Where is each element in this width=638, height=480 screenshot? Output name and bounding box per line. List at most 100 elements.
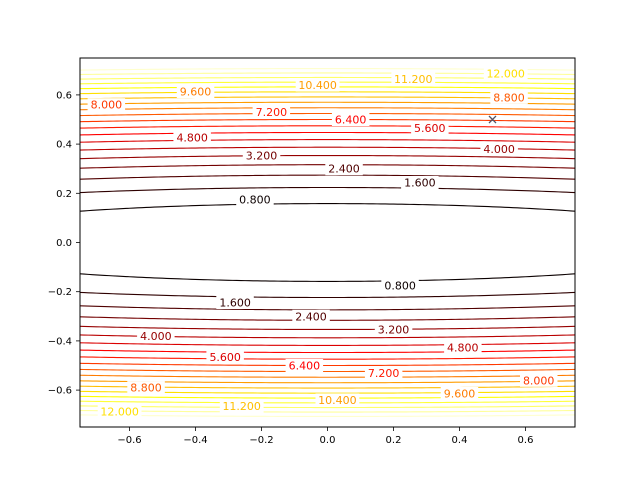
contour-label-background: [285, 359, 324, 372]
contour-label: 6.400: [289, 360, 321, 373]
contour-label-background: [381, 279, 419, 293]
x-tick-label: 0.2: [386, 435, 402, 446]
contour-label-background: [483, 66, 528, 80]
contour-label-background: [374, 322, 413, 336]
contour-labels: 0.800 0.800 1.600 1.600 2.400 2.400 3.200 3.200…: [87, 66, 558, 419]
contour-label-background: [490, 90, 528, 104]
y-tick-label: 0.2: [56, 189, 72, 200]
contour-label: 4.800: [447, 342, 479, 355]
y-axis: −0.6 −0.4 −0.2 0.0 0.2 0.4 0.6: [48, 90, 80, 397]
x-axis: −0.6 −0.4 −0.2 0.0 0.2 0.4 0.6: [117, 427, 533, 446]
contour-label: 8.000: [523, 374, 555, 387]
contour-label: 2.400: [295, 310, 327, 323]
contour-label-background: [97, 405, 142, 419]
contour-label: 9.600: [180, 86, 212, 99]
contour-label-background: [325, 162, 363, 176]
x-tick-label: 0.4: [452, 435, 468, 446]
contour-label: 11.200: [394, 73, 433, 86]
contour-label-background: [331, 113, 370, 126]
contour-label-background: [236, 192, 274, 206]
contour-label: 4.000: [483, 143, 515, 156]
contour-label: 8.800: [130, 382, 162, 395]
contour-label-background: [252, 105, 291, 119]
contour-label: 5.600: [209, 351, 241, 364]
contour-label: 11.200: [222, 400, 261, 413]
contour-label-background: [391, 72, 436, 86]
contour-label: 6.400: [335, 114, 367, 127]
contour-label-background: [137, 329, 175, 343]
contour-label-background: [411, 121, 449, 135]
marker-layer: [488, 115, 497, 124]
contour-line-16-8-upper: [80, 63, 575, 67]
contour-line-7-2-lower: [80, 356, 575, 360]
contour-label-background: [292, 309, 330, 323]
contour-line-4-0-lower: [80, 325, 575, 331]
contour-line-8-0-upper: [80, 118, 575, 123]
contour-label: 8.000: [91, 99, 123, 112]
contour-label-background: [440, 387, 479, 400]
y-tick-label: −0.2: [48, 287, 72, 298]
contour-line-8-0-lower: [80, 362, 575, 367]
contour-line-4-0-upper: [80, 154, 575, 160]
contour-label: 12.000: [486, 67, 525, 80]
y-tick-label: 0.6: [56, 90, 72, 101]
contour-label: 4.800: [176, 132, 208, 145]
contour-line-6-4-lower: [80, 349, 575, 354]
y-tick-label: −0.4: [48, 336, 72, 347]
contour-label: 7.200: [256, 106, 288, 119]
contour-label-background: [364, 366, 403, 380]
contour-label-background: [176, 85, 215, 98]
y-tick-label: 0.4: [56, 140, 72, 151]
x-tick-label: −0.4: [183, 435, 207, 446]
y-tick-label: 0.0: [56, 238, 72, 249]
contour-label: 1.600: [404, 177, 436, 190]
contour-line-6-4-upper: [80, 131, 575, 136]
contour-line-8-8-upper: [80, 112, 575, 117]
contour-label-background: [173, 131, 211, 144]
contour-line-14-4-lower: [80, 405, 575, 409]
contour-line-0-8-lower: [80, 273, 575, 282]
contour-label: 9.600: [444, 388, 476, 401]
x-tick-label: −0.2: [249, 435, 273, 446]
x-tick-label: 0.6: [518, 435, 534, 446]
contour-label: 1.600: [219, 297, 251, 310]
contour-label: 10.400: [298, 79, 337, 92]
contour-label: 3.200: [246, 150, 278, 163]
contour-label-background: [219, 399, 264, 413]
contour-line-1-6-upper: [80, 186, 575, 194]
contour-label-background: [315, 393, 360, 407]
contour-line-7-2-upper: [80, 125, 575, 129]
contour-label: 0.800: [384, 280, 416, 293]
x-marker: [488, 115, 497, 124]
contour-label-background: [127, 381, 165, 395]
contour-label-background: [242, 149, 281, 163]
contour-label-background: [480, 142, 518, 156]
contour-label: 7.200: [368, 367, 400, 380]
contour-line-0-8-upper: [80, 203, 575, 212]
contour-line-8-8-lower: [80, 368, 575, 373]
contour-label: 0.800: [239, 193, 271, 206]
contour-label: 12.000: [100, 406, 139, 419]
contour-label-background: [206, 350, 244, 364]
contour-line-16-8-lower: [80, 418, 575, 422]
contour-label: 3.200: [378, 323, 410, 336]
contour-label-background: [520, 373, 558, 387]
contour-label: 8.800: [493, 91, 525, 104]
contour-line-1-6-lower: [80, 291, 575, 299]
contour-label: 4.000: [140, 330, 172, 343]
contour-label: 2.400: [328, 163, 360, 176]
contour-label-background: [295, 78, 340, 92]
contour-label: 5.600: [414, 122, 446, 135]
y-tick-label: −0.6: [48, 386, 72, 397]
contour-label-background: [444, 341, 482, 354]
contour-line-5-6-lower: [80, 342, 575, 346]
contour-line-9-6-upper: [80, 107, 575, 111]
contour-line-9-6-lower: [80, 374, 575, 378]
contour-label-background: [87, 98, 126, 112]
contour-label-background: [216, 296, 254, 309]
x-tick-label: −0.6: [117, 435, 141, 446]
contour-line-15-2-lower: [80, 409, 575, 413]
contour-label: 10.400: [318, 394, 357, 407]
contour-line-5-6-upper: [80, 139, 575, 143]
